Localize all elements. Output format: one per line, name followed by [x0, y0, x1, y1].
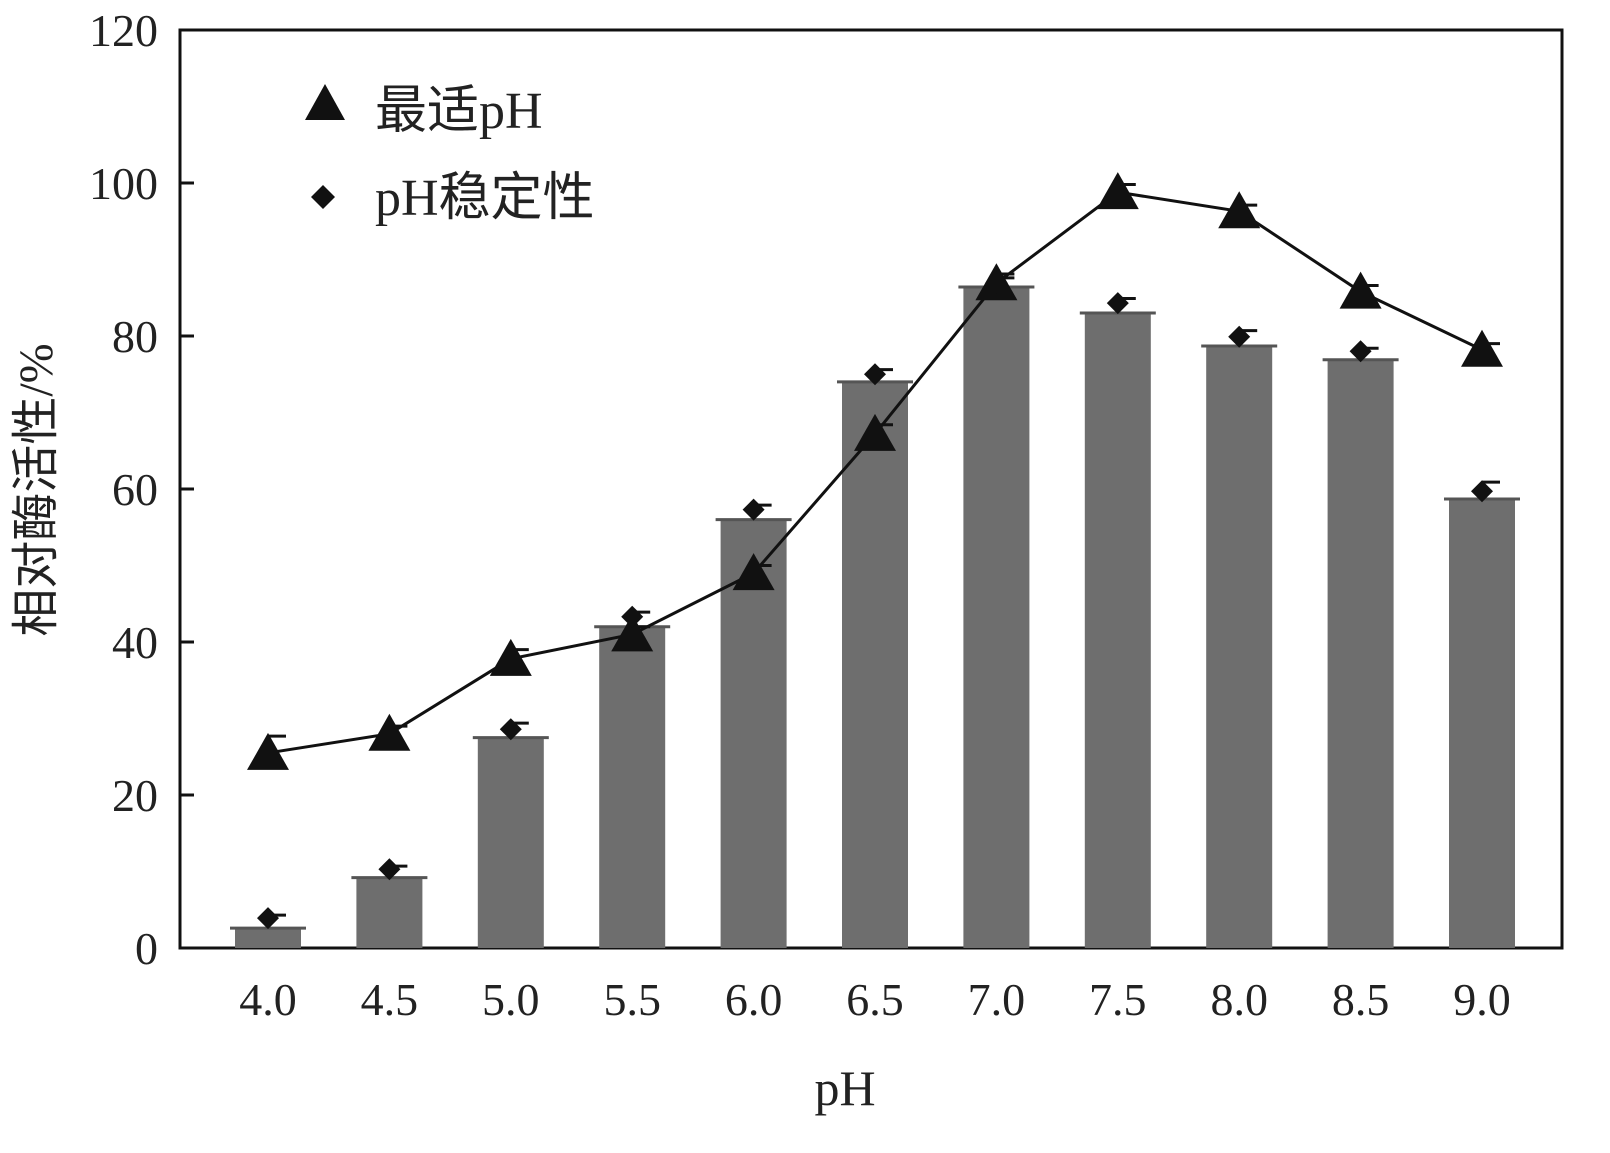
diamond-point-4.0	[257, 907, 279, 930]
y-tick-label-80: 80	[112, 311, 158, 362]
y-tick-label-0: 0	[135, 923, 158, 974]
diamond-point-7.0	[985, 271, 1008, 294]
bar-8.5	[1327, 359, 1394, 949]
diamond-point-5.0	[499, 718, 522, 741]
x-tick-label-4.0: 4.0	[239, 974, 297, 1025]
y-tick-label-20: 20	[112, 770, 158, 821]
legend-triangle-icon	[305, 84, 345, 120]
y-tick-label-100: 100	[89, 158, 158, 209]
diamond-point-8.0	[1228, 325, 1251, 348]
bar-7.0	[963, 287, 1030, 948]
triangle-point-5.5	[611, 614, 654, 652]
y-tick-label-120: 120	[89, 5, 158, 56]
x-tick-label-6.5: 6.5	[846, 974, 904, 1025]
bar-4.0	[235, 928, 301, 948]
triangle-point-9.0	[1461, 329, 1503, 367]
x-tick-label-9.0: 9.0	[1453, 974, 1511, 1025]
triangle-point-8.0	[1218, 191, 1261, 229]
triangle-point-5.0	[489, 638, 532, 676]
x-tick-label-8.0: 8.0	[1210, 974, 1268, 1025]
triangle-point-7.5	[1096, 172, 1139, 210]
legend-label-ph-stability: pH稳定性	[375, 170, 595, 227]
bar-4.5	[356, 877, 423, 948]
diamond-point-8.5	[1349, 340, 1372, 363]
diamond-point-9.0	[1471, 480, 1493, 503]
y-tick-label-60: 60	[112, 464, 158, 515]
bar-5.5	[599, 626, 666, 948]
legend-diamond-icon	[311, 185, 335, 209]
triangle-point-6.5	[854, 413, 896, 451]
bar-6.0	[720, 519, 787, 948]
triangle-point-6.0	[732, 553, 775, 591]
bar-6.5	[842, 381, 908, 948]
x-tick-label-4.5: 4.5	[361, 974, 419, 1025]
triangle-point-8.5	[1339, 271, 1382, 309]
x-axis-label: pH	[814, 1060, 875, 1116]
bar-9.0	[1449, 498, 1515, 948]
diamond-point-4.5	[378, 858, 401, 881]
x-tick-label-5.0: 5.0	[482, 974, 540, 1025]
bar-8.0	[1206, 345, 1273, 948]
diamond-point-6.5	[864, 363, 886, 386]
triangle-point-4.5	[368, 713, 411, 751]
diamond-point-7.5	[1106, 292, 1129, 315]
y-axis-label: 相对酶活性/%	[10, 343, 63, 636]
x-tick-label-7.5: 7.5	[1089, 974, 1147, 1025]
x-tick-label-8.5: 8.5	[1332, 974, 1390, 1025]
diamond-point-6.0	[742, 498, 765, 521]
diamond-point-5.5	[621, 605, 644, 628]
legend: 最适pH pH稳定性	[305, 83, 595, 227]
x-tick-label-7.0: 7.0	[968, 974, 1026, 1025]
triangle-point-4.0	[247, 732, 289, 770]
y-tick-label-40: 40	[112, 617, 158, 668]
x-tick-label-5.5: 5.5	[603, 974, 661, 1025]
legend-label-optimal-ph: 最适pH	[375, 83, 543, 140]
bar-5.0	[477, 737, 544, 948]
bar-7.5	[1084, 313, 1151, 948]
x-tick-label-6.0: 6.0	[725, 974, 783, 1025]
